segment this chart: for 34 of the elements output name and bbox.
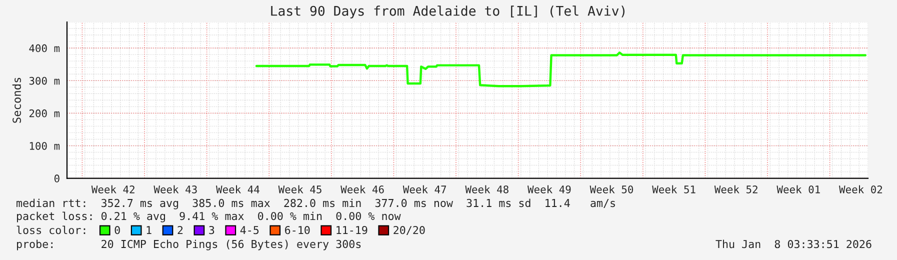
x-tick-label: Week 47 <box>402 185 446 194</box>
text: packet loss: 0.21 % avg 9.41 % max 0.00 % min 0.00 % now <box>17 212 401 222</box>
x-tick-label: Week 42 <box>91 185 134 194</box>
y-tick-label: 300 m <box>29 76 60 85</box>
y-tick-label: 200 m <box>29 109 60 118</box>
x-tick-label: Week 51 <box>652 185 696 194</box>
x-tick-label: Week 52 <box>714 185 758 194</box>
line-series <box>255 52 867 88</box>
x-tick-label: Week 46 <box>340 185 384 194</box>
x-tick-label: Week 43 <box>154 185 197 194</box>
x-tick-label: Week 50 <box>590 185 634 194</box>
text: probe: 20 ICMP Echo Pings (56 Bytes) every 300s <box>17 240 361 250</box>
text: median rtt: 352.7 ms avg 385.0 ms max 282.0 ms min 377.0 ms now 31.1 ms sd 11.4 am/s <box>16 198 615 210</box>
legend-label: 0 <box>114 226 120 234</box>
x-tick-label: Week 44 <box>216 185 260 194</box>
legend-label: 1 <box>146 226 152 234</box>
x-tick-label: Week 48 <box>465 185 508 194</box>
chart-title: Last 90 Days from Adelaide to [IL] (Tel Aviv) <box>271 6 624 18</box>
x-tick-label: Week 01 <box>776 185 820 194</box>
legend-label: 3 <box>209 226 214 234</box>
y-tick-label: 100 m <box>30 142 60 150</box>
legend-label: 20/20 <box>394 226 425 236</box>
text: loss color: <box>16 226 86 234</box>
x-tick-label: Week 02 <box>839 185 882 194</box>
y-axis-title: Seconds <box>12 78 21 123</box>
legend-label: 6-10 <box>285 226 310 234</box>
x-tick-label: Week 45 <box>278 185 322 194</box>
text: Thu Jan 8 03:33:51 2026 <box>716 240 872 248</box>
x-tick-label: Week 49 <box>528 185 571 194</box>
legend-label: 4-5 <box>240 226 259 234</box>
legend-label: 2 <box>178 226 183 234</box>
y-tick-label: 400 m <box>29 44 60 52</box>
y-tick-label: 0 <box>54 174 60 182</box>
legend-label: 11-19 <box>336 226 368 234</box>
